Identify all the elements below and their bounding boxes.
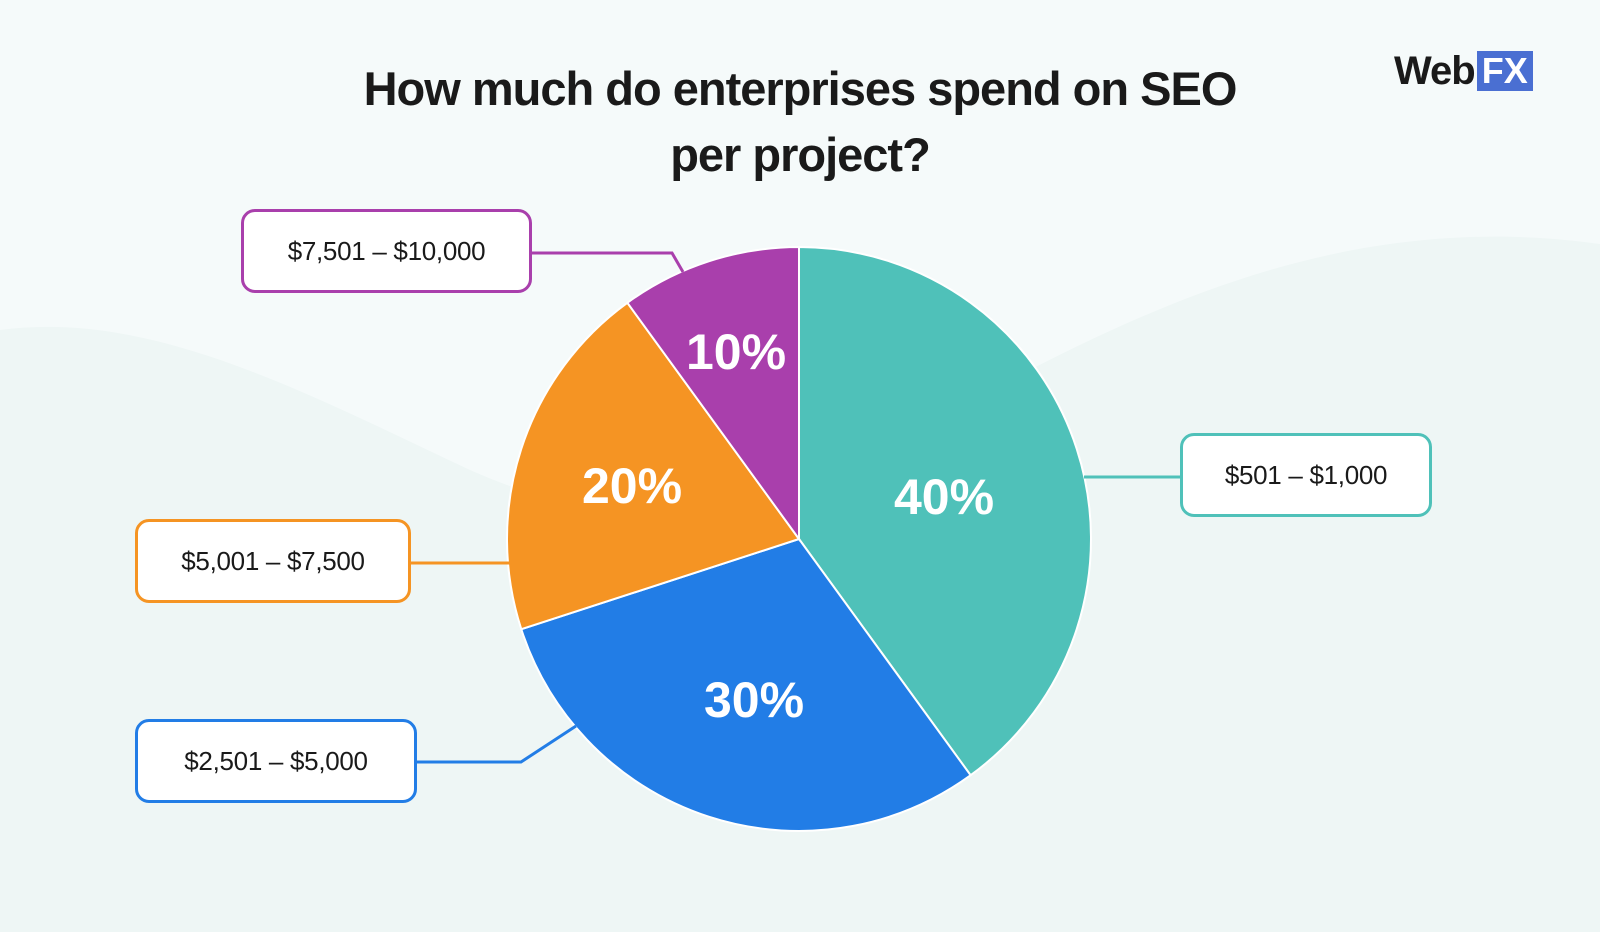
callout-label-1: $501 – $1,000 xyxy=(1180,433,1432,517)
slice-value-label-3: 20% xyxy=(582,458,682,514)
pie-slice-2 xyxy=(520,537,973,832)
callout-label-4: $7,501 – $10,000 xyxy=(241,209,532,293)
pie-slice-4 xyxy=(625,245,800,543)
slice-value-label-4: 10% xyxy=(686,324,786,380)
pie-slice-3 xyxy=(506,301,801,631)
logo-word: Web xyxy=(1394,48,1476,93)
callout-connector-2 xyxy=(417,724,577,764)
logo-box: FX xyxy=(1476,51,1533,91)
chart-title: How much do enterprises spend on SEO per… xyxy=(0,56,1600,188)
slice-value-label-2: 30% xyxy=(704,672,804,728)
webfx-logo: Web FX xyxy=(1394,48,1533,93)
chart-title-line-1: How much do enterprises spend on SEO xyxy=(363,62,1238,115)
slice-value-label-1: 40% xyxy=(894,469,994,525)
callout-label-2: $2,501 – $5,000 xyxy=(135,719,417,803)
chart-title-line-2: per project? xyxy=(670,128,931,181)
callout-label-3: $5,001 – $7,500 xyxy=(135,519,411,603)
callout-connector-4 xyxy=(532,251,685,273)
pie-slice-1 xyxy=(798,245,1092,777)
